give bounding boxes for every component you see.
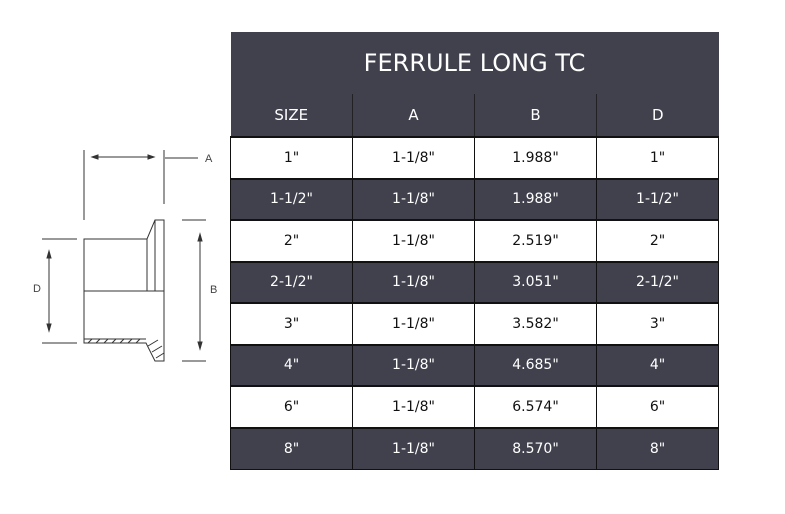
cell-a: 1-1/8" (352, 343, 475, 386)
cell-b: 2.519" (474, 219, 597, 262)
ferrule-diagram: A D B (33, 150, 217, 362)
cell-b: 1.988" (474, 177, 597, 220)
label-d: D (33, 283, 41, 295)
cell-b: 6.574" (474, 385, 597, 428)
cell-size: 1-1/2" (230, 177, 353, 220)
cell-b: 4.685" (474, 343, 597, 386)
cell-b: 1.988" (474, 136, 597, 179)
label-b: B (210, 284, 217, 296)
spec-table: FERRULE LONG TC SIZE A B D 1" 1-1/8" 1.988… (230, 32, 719, 470)
cell-size: 6" (230, 385, 353, 428)
cell-b: 3.582" (474, 302, 597, 345)
cell-d: 1" (596, 136, 719, 179)
table-row: 8" 1-1/8" 8.570" 8" (230, 426, 719, 470)
cell-size: 1" (230, 136, 353, 179)
label-a: A (205, 153, 213, 165)
header-b: B (474, 94, 597, 137)
cell-d: 2" (596, 219, 719, 262)
cell-b: 3.051" (474, 260, 597, 303)
cell-a: 1-1/8" (352, 426, 475, 470)
cell-b: 8.570" (474, 426, 597, 470)
cell-d: 2-1/2" (596, 260, 719, 303)
cell-a: 1-1/8" (352, 385, 475, 428)
cell-size: 2-1/2" (230, 260, 353, 303)
cell-d: 4" (596, 343, 719, 386)
header-size: SIZE (230, 94, 353, 137)
cell-d: 1-1/2" (596, 177, 719, 220)
table-row: 1-1/2" 1-1/8" 1.988" 1-1/2" (230, 177, 719, 220)
header-row: SIZE A B D (230, 94, 719, 137)
cell-d: 6" (596, 385, 719, 428)
table-title: FERRULE LONG TC (230, 32, 719, 94)
cell-size: 2" (230, 219, 353, 262)
table-row: 2" 1-1/8" 2.519" 2" (230, 219, 719, 262)
cell-size: 4" (230, 343, 353, 386)
cell-a: 1-1/8" (352, 260, 475, 303)
cell-a: 1-1/8" (352, 219, 475, 262)
table-row: 3" 1-1/8" 3.582" 3" (230, 302, 719, 345)
cell-size: 3" (230, 302, 353, 345)
header-d: D (596, 94, 719, 137)
cell-d: 3" (596, 302, 719, 345)
table-row: 4" 1-1/8" 4.685" 4" (230, 343, 719, 386)
cell-size: 8" (230, 426, 353, 470)
table-row: 6" 1-1/8" 6.574" 6" (230, 385, 719, 428)
cell-d: 8" (596, 426, 719, 470)
header-a: A (352, 94, 475, 137)
table-row: 1" 1-1/8" 1.988" 1" (230, 136, 719, 179)
cell-a: 1-1/8" (352, 177, 475, 220)
cell-a: 1-1/8" (352, 136, 475, 179)
table-row: 2-1/2" 1-1/8" 3.051" 2-1/2" (230, 260, 719, 303)
cell-a: 1-1/8" (352, 302, 475, 345)
